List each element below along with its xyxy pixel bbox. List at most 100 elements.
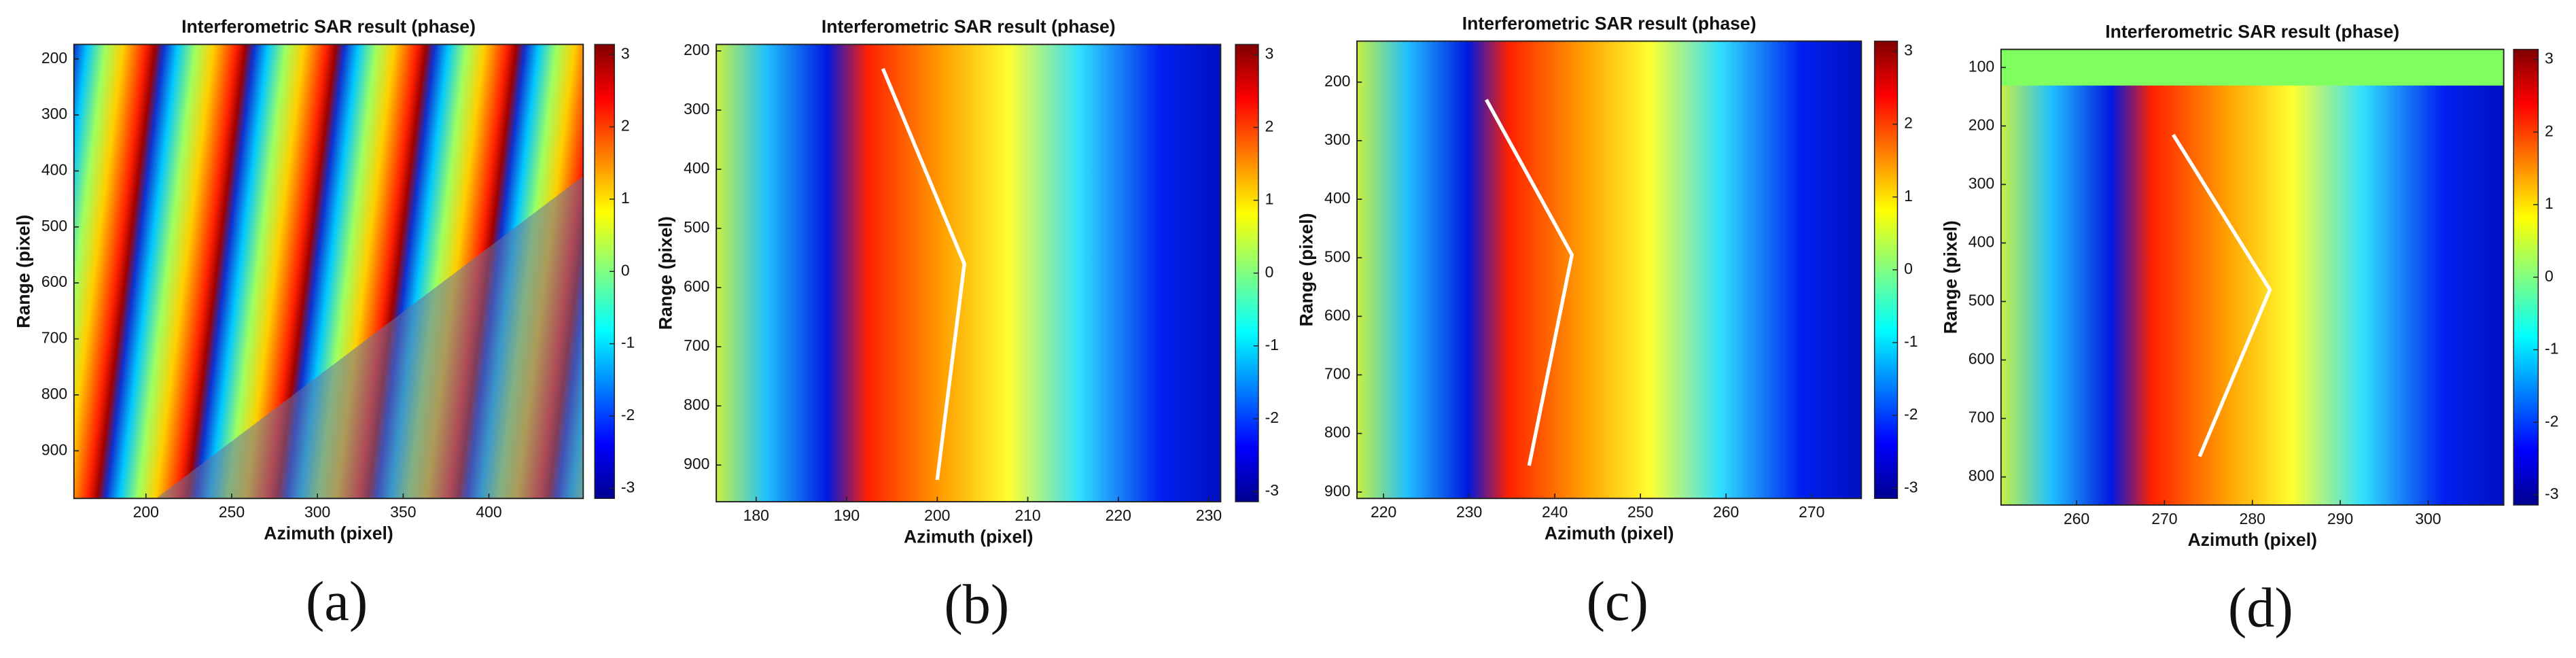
x-tick-label: 230	[1456, 503, 1482, 521]
y-axis-label: Range (pixel)	[13, 215, 33, 328]
y-tick-label: 600	[41, 273, 67, 290]
colorbar-tick-label: -3	[1904, 478, 1918, 496]
colorbar-tick-label: -1	[1265, 336, 1279, 353]
colorbar-tick-label: 0	[1265, 263, 1274, 281]
colorbar-tick-label: 0	[2545, 267, 2554, 285]
colorbar-tick-label: -3	[621, 478, 635, 496]
x-tick-label: 220	[1106, 506, 1131, 524]
masked-region	[2000, 49, 2504, 86]
x-tick-label: 290	[2327, 510, 2353, 527]
annotation-line	[881, 67, 966, 481]
colorbar-tick-label: -2	[2545, 412, 2558, 430]
colorbar-tick-label: 2	[621, 117, 630, 135]
x-tick-label: 220	[1371, 503, 1396, 521]
y-axis-label: Range (pixel)	[656, 216, 676, 330]
y-tick-label: 400	[684, 159, 709, 177]
y-tick-label: 700	[1969, 409, 1994, 426]
x-tick-label: 300	[304, 503, 330, 521]
y-tick-label: 100	[1969, 57, 1994, 75]
x-tick-label: 200	[924, 506, 950, 524]
y-tick-label: 900	[41, 440, 67, 458]
colorbar-tick-label: 3	[2545, 50, 2554, 67]
colorbar-tick-label: 1	[621, 189, 630, 207]
colorbar-tick-label: -1	[621, 334, 635, 351]
colorbar-tick-label: 2	[1265, 118, 1274, 135]
colorbar-tick-label: 2	[2545, 122, 2554, 139]
colorbar-tick-label: -1	[2545, 340, 2558, 358]
y-tick-label: 200	[41, 49, 67, 67]
panel-label: (c)	[1587, 570, 1648, 632]
colorbar-tick-label: 1	[1265, 190, 1274, 208]
x-tick-label: 200	[133, 503, 159, 521]
axes-frame	[716, 44, 1222, 503]
panel-label: (a)	[306, 570, 368, 632]
axes-frame	[1356, 40, 1863, 500]
x-tick-label: 180	[743, 506, 769, 524]
x-tick-label: 210	[1014, 506, 1040, 524]
x-tick-label: 240	[1542, 503, 1568, 521]
y-tick-label: 500	[41, 217, 67, 235]
colorbar-tick-label: -2	[621, 406, 635, 423]
panel-label: (b)	[944, 574, 1009, 636]
colorbar-tick-label: 3	[1265, 44, 1274, 62]
y-tick-label: 300	[41, 105, 67, 122]
y-tick-label: 200	[1969, 116, 1994, 133]
colorbar-tick-label: 3	[1904, 41, 1913, 59]
x-axis-label: Azimuth (pixel)	[1545, 523, 1674, 544]
colorbar-tick-label: -1	[1904, 332, 1918, 350]
y-tick-label: 600	[1324, 306, 1350, 324]
chart-title: Interferometric SAR result (phase)	[181, 16, 476, 37]
chart-title: Interferometric SAR result (phase)	[1462, 13, 1757, 33]
y-tick-label: 300	[1324, 131, 1350, 148]
x-tick-label: 280	[2240, 510, 2265, 527]
y-tick-label: 600	[684, 277, 709, 295]
chart-title: Interferometric SAR result (phase)	[822, 16, 1116, 37]
heatmap-image	[716, 44, 1221, 502]
y-tick-label: 300	[684, 100, 709, 118]
y-tick-label: 400	[41, 161, 67, 179]
y-tick-label: 500	[684, 218, 709, 236]
colorbar-tick-label: 1	[1904, 187, 1913, 205]
axes-frame	[73, 44, 584, 500]
x-tick-label: 250	[1627, 503, 1653, 521]
colorbar-tick-label: 2	[1904, 114, 1913, 132]
y-tick-label: 300	[1969, 174, 1994, 192]
y-tick-label: 900	[684, 455, 709, 472]
x-tick-label: 270	[2151, 510, 2177, 527]
y-tick-label: 500	[1324, 247, 1350, 265]
x-axis-label: Azimuth (pixel)	[904, 526, 1034, 547]
y-tick-label: 700	[684, 336, 709, 354]
y-axis-label: Range (pixel)	[1940, 220, 1960, 334]
colorbar-tick-label: 0	[1904, 260, 1913, 277]
colorbar-tick-label: -2	[1265, 409, 1279, 426]
y-tick-label: 400	[1969, 232, 1994, 250]
y-tick-label: 900	[1324, 482, 1350, 500]
y-tick-label: 400	[1324, 189, 1350, 207]
x-tick-label: 230	[1196, 506, 1222, 524]
heatmap-image	[2000, 49, 2504, 505]
y-tick-label: 800	[684, 396, 709, 413]
colorbar-tick-label: -3	[2545, 485, 2558, 502]
x-tick-label: 260	[1713, 503, 1739, 521]
y-tick-label: 200	[1324, 72, 1350, 90]
y-tick-label: 800	[1324, 423, 1350, 441]
y-tick-label: 600	[1969, 350, 1994, 368]
colorbar-tick-label: 1	[2545, 194, 2554, 212]
x-tick-label: 190	[834, 506, 860, 524]
x-axis-label: Azimuth (pixel)	[264, 523, 393, 544]
x-tick-label: 260	[2064, 510, 2089, 527]
y-tick-label: 700	[41, 329, 67, 347]
annotation-line	[1485, 99, 1574, 466]
x-tick-label: 250	[219, 503, 245, 521]
panel-label: (d)	[2228, 577, 2293, 639]
y-axis-label: Range (pixel)	[1296, 213, 1317, 326]
colorbar-tick-label: 0	[621, 261, 630, 279]
x-tick-label: 350	[390, 503, 416, 521]
colorbar-tick-label: -3	[1265, 481, 1279, 499]
y-tick-label: 700	[1324, 365, 1350, 383]
y-tick-label: 200	[684, 41, 709, 58]
y-tick-label: 800	[41, 385, 67, 402]
x-tick-label: 300	[2415, 510, 2441, 527]
